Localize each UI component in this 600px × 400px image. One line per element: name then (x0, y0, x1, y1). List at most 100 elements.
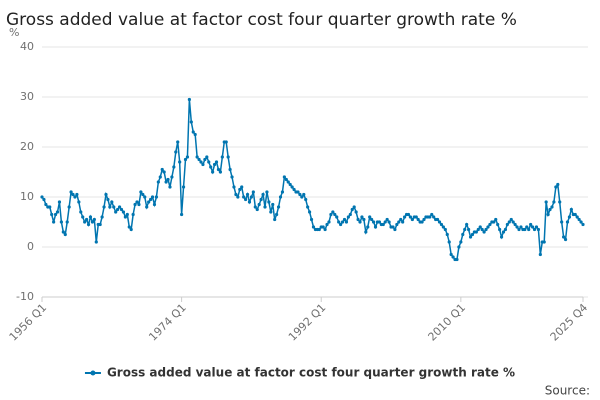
y-tick-label: 10 (20, 190, 34, 203)
point (340, 220, 345, 224)
point (59, 220, 63, 224)
point (275, 212, 279, 217)
point (401, 220, 405, 224)
point (567, 215, 572, 219)
point (207, 160, 211, 164)
y-tick-label: 30 (20, 90, 34, 103)
point (507, 220, 511, 224)
point (269, 210, 273, 214)
point (170, 175, 174, 179)
point (457, 245, 461, 249)
point (201, 162, 205, 167)
point (337, 220, 341, 224)
point (509, 217, 513, 222)
point (288, 182, 292, 187)
point (484, 227, 488, 232)
point (465, 222, 469, 227)
point (278, 195, 283, 199)
point (344, 220, 349, 224)
point (306, 205, 310, 209)
point (370, 217, 374, 222)
point (232, 185, 236, 189)
point (393, 227, 397, 232)
point (168, 185, 172, 189)
point (441, 225, 445, 229)
point (309, 217, 314, 222)
point (385, 217, 389, 222)
point (44, 202, 48, 207)
point (203, 157, 207, 162)
y-unit: % (9, 26, 19, 39)
point (147, 200, 151, 204)
point (447, 240, 451, 244)
point (114, 210, 118, 214)
point (55, 210, 60, 214)
point (174, 150, 178, 154)
point (410, 217, 414, 222)
point (333, 212, 337, 217)
point (156, 180, 160, 184)
point (273, 217, 277, 222)
point (152, 202, 157, 207)
point (69, 190, 73, 194)
point (102, 205, 106, 209)
point (238, 187, 242, 192)
point (430, 212, 434, 217)
point (53, 212, 58, 217)
point (325, 222, 329, 227)
point (331, 210, 335, 214)
x-tick-label: 1956 Q1 (7, 301, 50, 344)
point (271, 202, 275, 207)
legend-item: Gross added value at factor cost four qu… (84, 366, 515, 380)
point (218, 170, 222, 174)
point (193, 132, 197, 137)
point (129, 227, 133, 232)
point (199, 160, 203, 164)
point (125, 212, 129, 217)
y-tick-label: 0 (27, 240, 34, 253)
point (263, 205, 267, 209)
point (298, 192, 302, 197)
point (284, 177, 288, 182)
point (137, 202, 141, 207)
point (302, 192, 306, 197)
point (459, 240, 463, 244)
point (478, 225, 482, 229)
point (261, 192, 265, 197)
point (212, 162, 217, 167)
point (562, 235, 566, 239)
point (172, 165, 176, 169)
point (282, 175, 286, 179)
point (247, 200, 252, 204)
point (317, 227, 321, 232)
point (94, 240, 98, 244)
point (403, 215, 407, 219)
chart-title: Gross added value at factor cost four qu… (6, 10, 517, 30)
point (183, 157, 188, 162)
point (364, 230, 368, 234)
point (501, 230, 506, 234)
point (406, 212, 411, 217)
point (544, 200, 548, 204)
point (515, 225, 519, 229)
point (499, 235, 504, 239)
point (240, 185, 244, 189)
y-tick-label: 40 (20, 40, 34, 53)
point (251, 190, 255, 194)
point (189, 120, 193, 124)
point (530, 225, 535, 229)
point (119, 207, 124, 212)
point (224, 140, 228, 144)
point (244, 197, 248, 202)
point (360, 215, 364, 219)
point (428, 215, 432, 219)
point (160, 167, 164, 172)
point (511, 220, 515, 224)
point (575, 215, 579, 219)
point (164, 180, 168, 184)
x-tick-label: 1974 Q1 (146, 301, 189, 344)
point (67, 205, 71, 209)
point (195, 155, 199, 159)
point (259, 197, 263, 202)
point (346, 215, 350, 219)
